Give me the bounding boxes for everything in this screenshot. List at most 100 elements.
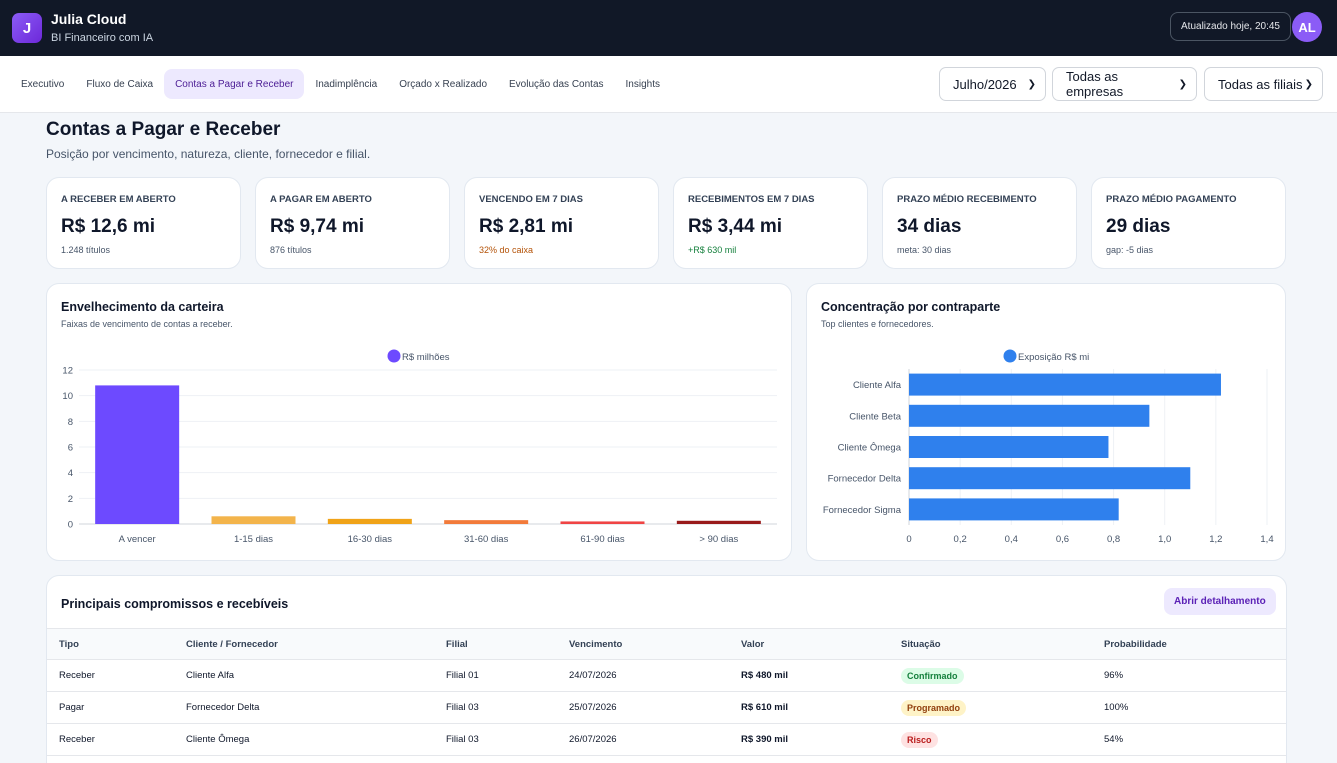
cell-vencimento: 26/07/2026 <box>557 723 729 756</box>
aging-chart-title: Envelhecimento da carteira <box>61 300 224 314</box>
user-avatar[interactable]: AL <box>1292 12 1322 42</box>
cell-tipo: Receber <box>47 723 174 756</box>
app-title: Julia Cloud <box>51 10 127 27</box>
chevron-down-icon: ❯ <box>1178 78 1187 90</box>
column-header[interactable]: Probabilidade <box>1092 628 1286 660</box>
y-tick-label: Cliente Ômega <box>838 443 902 454</box>
aging-bar[interactable] <box>444 520 529 524</box>
aging-bar[interactable] <box>327 518 412 524</box>
x-tick-label: 0,8 <box>1107 534 1120 545</box>
x-tick-label: 0,4 <box>1005 534 1018 545</box>
kpi-card: PRAZO MÉDIO RECEBIMENTO 34 dias meta: 30… <box>882 177 1077 269</box>
cell-situacao: Risco <box>889 723 1092 756</box>
concentration-bar[interactable] <box>909 498 1119 521</box>
x-tick-label: 0 <box>906 534 911 545</box>
y-tick-label: Fornecedor Sigma <box>823 505 902 516</box>
kpi-label: PRAZO MÉDIO RECEBIMENTO <box>897 194 1037 205</box>
commitments-table: Tipo Cliente / Fornecedor Filial Vencimento… <box>47 628 1286 756</box>
cell-situacao: Programado <box>889 691 1092 724</box>
tab-3[interactable]: Inadimplência <box>315 78 378 90</box>
legend-label: R$ milhões <box>402 352 450 363</box>
chevron-down-icon: ❯ <box>1027 78 1036 90</box>
kpi-label: A RECEBER EM ABERTO <box>61 194 176 205</box>
column-header[interactable]: Valor <box>729 628 889 660</box>
concentration-bar[interactable] <box>909 373 1221 396</box>
y-tick-label: 6 <box>68 443 73 454</box>
x-tick-label: 1-15 dias <box>234 534 273 545</box>
kpi-note: 32% do caixa <box>479 245 534 255</box>
cell-contraparte: Cliente Alfa <box>174 659 434 692</box>
table-row[interactable]: Receber Cliente Ômega Filial 03 26/07/20… <box>47 723 1286 756</box>
x-tick-label: 16-30 dias <box>348 534 393 545</box>
table-row[interactable]: Receber Cliente Alfa Filial 01 24/07/202… <box>47 659 1286 692</box>
cell-filial: Filial 03 <box>434 691 557 724</box>
x-tick-label: 61-90 dias <box>580 534 625 545</box>
aging-bar[interactable] <box>560 521 645 524</box>
column-header[interactable]: Vencimento <box>557 628 729 660</box>
table-header-row: Tipo Cliente / Fornecedor Filial Vencimento… <box>47 628 1286 660</box>
concentration-bar[interactable] <box>909 467 1191 490</box>
column-header[interactable]: Cliente / Fornecedor <box>174 628 434 660</box>
cell-filial: Filial 03 <box>434 723 557 756</box>
kpi-card: PRAZO MÉDIO PAGAMENTO 29 dias gap: -5 di… <box>1091 177 1286 269</box>
kpi-label: PRAZO MÉDIO PAGAMENTO <box>1106 194 1237 205</box>
column-header[interactable]: Filial <box>434 628 557 660</box>
open-details-button[interactable]: Abrir detalhamento <box>1164 588 1276 615</box>
aging-chart-card: Envelhecimento da carteira Faixas de ven… <box>46 283 792 561</box>
x-tick-label: 1,2 <box>1209 534 1222 545</box>
concentration-chart-card: Concentração por contraparte Top cliente… <box>806 283 1286 561</box>
aging-bar[interactable] <box>211 516 296 524</box>
branch-select[interactable]: Todas as filiais ❯ <box>1204 67 1323 101</box>
y-tick-label: 2 <box>68 494 73 505</box>
tab-4[interactable]: Orçado x Realizado <box>399 78 488 90</box>
tab-6[interactable]: Insights <box>625 78 660 90</box>
cell-valor: R$ 390 mil <box>729 723 889 756</box>
y-tick-label: Cliente Beta <box>849 411 901 422</box>
column-header[interactable]: Situação <box>889 628 1092 660</box>
legend-swatch <box>387 349 401 363</box>
cell-valor: R$ 610 mil <box>729 691 889 724</box>
tab-0[interactable]: Executivo <box>21 78 65 90</box>
period-select[interactable]: Julho/2026 ❯ <box>939 67 1046 101</box>
y-tick-label: 12 <box>62 366 73 377</box>
aging-bar[interactable] <box>676 520 761 524</box>
kpi-card: A RECEBER EM ABERTO R$ 12,6 mi 1.248 tít… <box>46 177 241 269</box>
aging-chart-subtitle: Faixas de vencimento de contas a receber… <box>61 319 233 329</box>
page-title: Contas a Pagar e Receber <box>46 119 281 140</box>
concentration-bar[interactable] <box>909 436 1109 458</box>
kpi-card: A PAGAR EM ABERTO R$ 9,74 mi 876 títulos <box>255 177 450 269</box>
x-tick-label: 0,6 <box>1056 534 1069 545</box>
kpi-note: gap: -5 dias <box>1106 245 1154 255</box>
kpi-card: RECEBIMENTOS EM 7 DIAS R$ 3,44 mi +R$ 63… <box>673 177 868 269</box>
concentration-chart-subtitle: Top clientes e fornecedores. <box>821 319 934 329</box>
kpi-card: VENCENDO EM 7 DIAS R$ 2,81 mi 32% do cai… <box>464 177 659 269</box>
tab-2[interactable]: Contas a Pagar e Receber <box>164 69 305 99</box>
kpi-note: +R$ 630 mil <box>688 245 737 255</box>
aging-bar[interactable] <box>95 385 180 524</box>
cell-probabilidade: 54% <box>1092 723 1286 756</box>
table-row[interactable]: Pagar Fornecedor Delta Filial 03 25/07/2… <box>47 691 1286 724</box>
kpi-note: 876 títulos <box>270 245 312 255</box>
cell-tipo: Receber <box>47 659 174 692</box>
company-select[interactable]: Todas as empresas ❯ <box>1052 67 1197 101</box>
nav-bar: Executivo Fluxo de Caixa Contas a Pagar e … <box>0 56 1337 113</box>
tab-list: Executivo Fluxo de Caixa Contas a Pagar e … <box>10 69 671 99</box>
concentration-bar[interactable] <box>909 404 1150 427</box>
kpi-note: 1.248 títulos <box>61 245 111 255</box>
tab-5[interactable]: Evolução das Contas <box>509 78 604 90</box>
kpi-value: R$ 9,74 mi <box>270 216 364 237</box>
x-tick-label: 0,2 <box>954 534 967 545</box>
y-tick-label: 10 <box>62 391 73 402</box>
x-tick-label: 1,0 <box>1158 534 1171 545</box>
y-tick-label: 0 <box>68 520 73 531</box>
kpi-value: 34 dias <box>897 216 962 237</box>
company-select-value: Todas as empresas <box>1066 69 1124 99</box>
cell-tipo: Pagar <box>47 691 174 724</box>
tab-1[interactable]: Fluxo de Caixa <box>86 78 154 90</box>
cell-probabilidade: 100% <box>1092 691 1286 724</box>
column-header[interactable]: Tipo <box>47 628 174 660</box>
app-subtitle: BI Financeiro com IA <box>51 31 154 44</box>
status-badge: Risco <box>901 731 938 748</box>
cell-contraparte: Cliente Ômega <box>174 723 434 756</box>
x-tick-label: A vencer <box>119 534 156 545</box>
